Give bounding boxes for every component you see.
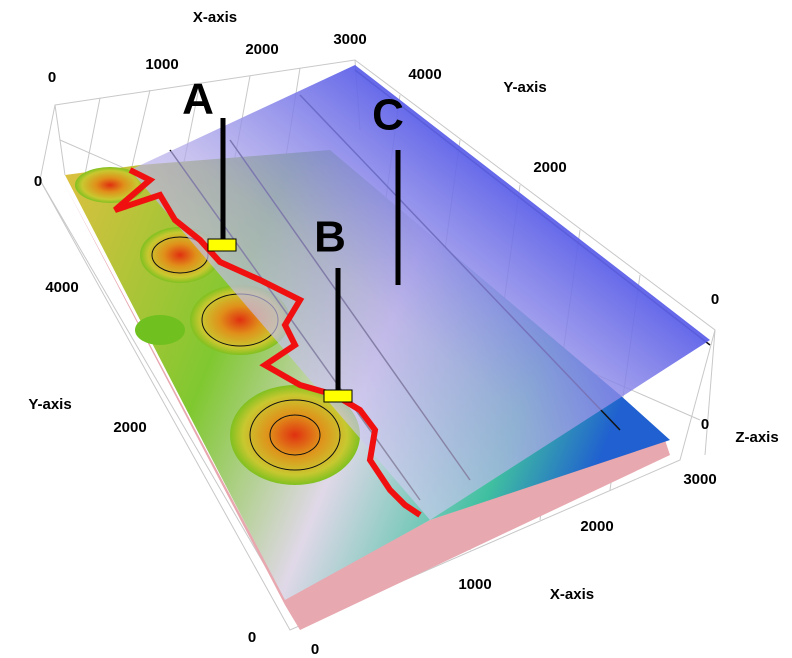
labels: X-axis 0 1000 2000 3000 4000 Y-axis 2000 0 4000 Y-… [28, 9, 778, 658]
marker-label: B [314, 213, 346, 262]
plane [130, 65, 710, 520]
tick-label: 2000 [533, 159, 566, 176]
tick-label: 0 [48, 69, 56, 86]
axis-title: X-axis [193, 9, 237, 26]
tick-label: 0 [34, 173, 42, 190]
marker-a-box [207, 238, 237, 252]
marker-lines [220, 118, 401, 390]
tick-label: 0 [311, 641, 319, 658]
base-shadow [65, 185, 670, 630]
tick-label: 0 [248, 629, 256, 646]
marker-label: A [182, 75, 214, 124]
tick-label: 4000 [408, 66, 441, 83]
red-boundary [113, 167, 422, 518]
hot-spots [75, 167, 360, 485]
tick-label: 1000 [145, 56, 178, 73]
tick-label: 4000 [45, 279, 78, 296]
axis-title: Y-axis [28, 396, 71, 413]
axis-title: Z-axis [735, 429, 778, 446]
tick-label: 2000 [113, 419, 146, 436]
tick-label: 2000 [245, 41, 278, 58]
axis-title: Y-axis [503, 79, 546, 96]
tick-label: 0 [711, 291, 719, 308]
tick-label: 1000 [458, 576, 491, 593]
tick-label: 0 [701, 416, 709, 433]
tick-label: 3000 [683, 471, 716, 488]
axis-title: X-axis [550, 586, 594, 603]
marker-b-box [323, 389, 353, 403]
tick-label: 3000 [333, 31, 366, 48]
marker-label: C [372, 91, 404, 140]
tick-label: 2000 [580, 518, 613, 535]
